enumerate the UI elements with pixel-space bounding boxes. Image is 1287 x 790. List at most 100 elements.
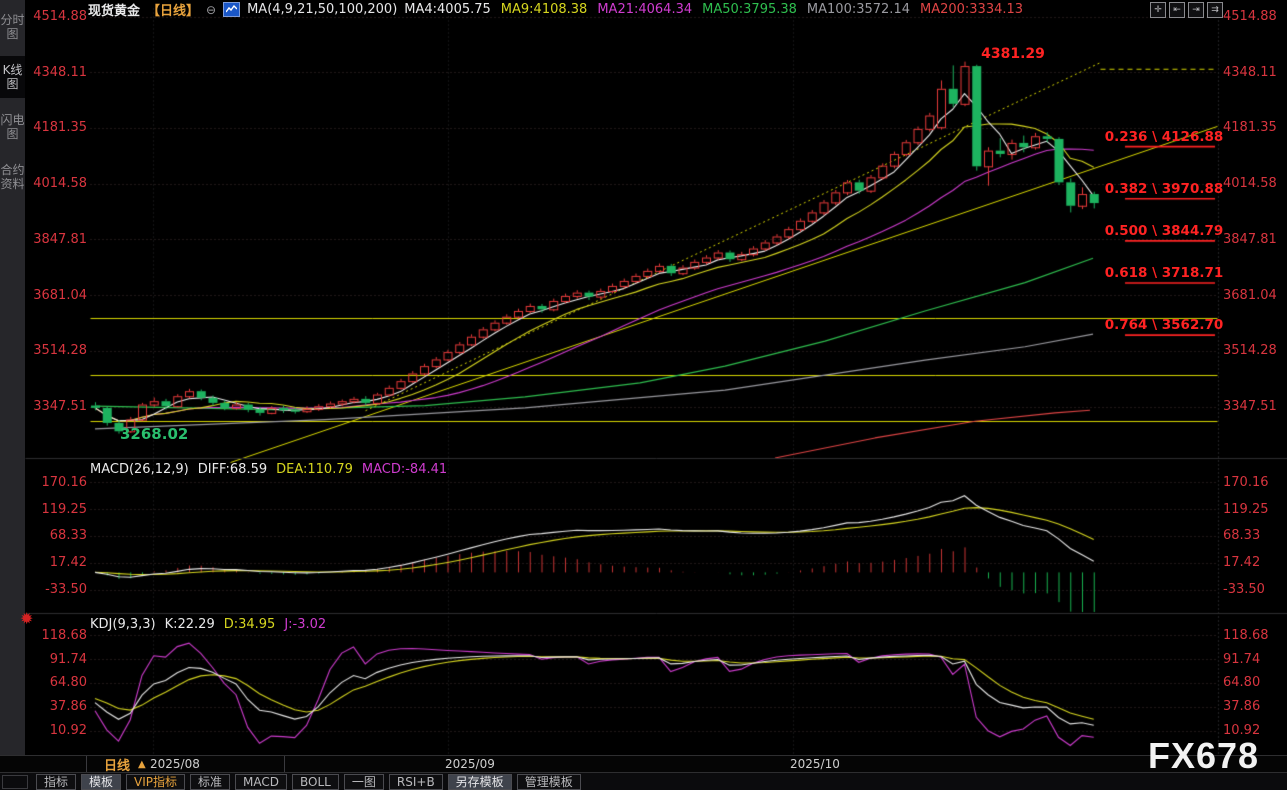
timeline-left-cell xyxy=(0,756,87,772)
main-axis-left-0: 4514.88 xyxy=(33,9,87,24)
tab-3[interactable]: VIP指标 xyxy=(126,773,186,790)
macd-axis-left-2: 68.33 xyxy=(49,528,87,544)
macd-axis-right-1: 119.25 xyxy=(1223,501,1269,517)
price-chart-canvas[interactable] xyxy=(25,0,1287,755)
macd-value-3: MACD:-84.41 xyxy=(361,462,448,477)
macd-value-1: DIFF:68.59 xyxy=(197,462,268,477)
ma-value-3: MA21:4064.34 xyxy=(597,2,693,17)
main-axis-right-7: 3347.51 xyxy=(1223,399,1277,415)
ma-values: MA4:4005.75 MA9:4108.38 MA21:4064.34 MA50:3… xyxy=(404,2,1023,17)
macd-axis-right-3: 17.42 xyxy=(1223,555,1261,571)
main-axis-left-3: 4014.58 xyxy=(33,176,87,192)
period-tag: 【日线】 xyxy=(147,4,200,19)
macd-value-2: DEA:110.79 xyxy=(276,462,353,477)
tab-9[interactable]: 另存模板 xyxy=(447,773,512,790)
date-label-1: 2025/08 xyxy=(150,757,200,771)
kdj-axis-left-0: 118.68 xyxy=(41,627,88,643)
main-axis-left-4: 3847.81 xyxy=(33,231,87,247)
macd-header: MACD(26,12,9) DIFF:68.59 DEA:110.79 MACD:-… xyxy=(90,462,447,477)
macd-axis-left-3: 17.42 xyxy=(49,555,87,571)
tab-8[interactable]: RSI+B xyxy=(388,773,443,790)
main-axis-left-2: 4181.35 xyxy=(33,120,87,136)
axis-bottom-icon[interactable]: ⇥ xyxy=(1188,2,1204,18)
kdj-axis-right-1: 91.74 xyxy=(1223,651,1261,667)
fib-level-1: 0.236 \ 4126.88 xyxy=(1104,128,1224,145)
chart-type-sidebar: 分时图 K线图闪电图合约资料 xyxy=(0,0,25,755)
watermark-logo: FX678 xyxy=(1148,735,1260,776)
tab-5[interactable]: MACD xyxy=(235,773,288,790)
kdj-value-2: D:34.95 xyxy=(223,617,276,632)
tab-1[interactable]: 指标 xyxy=(36,773,77,790)
sidebar-item-1[interactable]: 分时图 xyxy=(0,13,25,41)
collapse-icon[interactable]: ⊖ xyxy=(206,2,217,17)
main-axis-right-3: 4014.58 xyxy=(1223,176,1277,192)
macd-title: MACD(26,12,9) xyxy=(90,462,189,477)
fib-level-5: 0.764 \ 3562.70 xyxy=(1104,317,1224,334)
ma-value-4: MA50:3795.38 xyxy=(702,2,797,17)
ma-value-5: MA100:3572.14 xyxy=(806,2,910,17)
main-axis-left-5: 3681.04 xyxy=(33,287,87,303)
macd-axis-right-2: 68.33 xyxy=(1223,528,1261,544)
macd-axis-left-4: -33.50 xyxy=(45,582,87,597)
main-axis-left-7: 3347.51 xyxy=(33,399,87,415)
macd-values: DIFF:68.59 DEA:110.79 MACD:-84.41 xyxy=(198,462,447,477)
alert-icon[interactable]: ✹ xyxy=(20,609,34,628)
kdj-header: KDJ(9,3,3) K:22.29 D:34.95 J:-3.02 xyxy=(90,617,326,632)
ma-value-2: MA9:4108.38 xyxy=(500,2,588,17)
fib-level-4: 0.618 \ 3718.71 xyxy=(1104,265,1224,282)
kdj-axis-left-3: 37.86 xyxy=(49,699,87,715)
low-price-annotation: 3268.02 xyxy=(120,425,189,443)
triangle-up-icon: ▲ xyxy=(138,758,146,770)
axis-left-icon[interactable]: ⇤ xyxy=(1169,2,1185,18)
timeline-bar: 日线 ▲ 2025/08 2025/09 2025/10 xyxy=(0,755,1287,774)
indicator-tab-bar: 指标 模板 VIP指标 标准 MACD BOLL 一图 RSI+B 另存模板 管理模板 xyxy=(0,772,1287,790)
macd-axis-left-0: 170.16 xyxy=(41,474,88,490)
axis-right-icon[interactable]: ⇉ xyxy=(1207,2,1223,18)
kdj-axis-right-3: 37.86 xyxy=(1223,699,1261,715)
tab-10[interactable]: 管理模板 xyxy=(516,773,581,790)
high-price-annotation: 4381.29 xyxy=(981,46,1045,62)
kdj-axis-left-1: 91.74 xyxy=(49,651,87,667)
ma-value-6: MA200:3334.13 xyxy=(919,2,1024,17)
kdj-axis-left-4: 10.92 xyxy=(49,723,87,738)
main-axis-right-1: 4348.11 xyxy=(1223,64,1277,80)
date-label-2: 2025/09 xyxy=(445,757,495,771)
main-axis-right-5: 3681.04 xyxy=(1223,287,1277,303)
kdj-values: K:22.29 D:34.95 J:-3.02 xyxy=(165,617,327,632)
indicator-chart-icon[interactable] xyxy=(223,2,241,17)
date-label-3: 2025/10 xyxy=(790,757,840,771)
kdj-value-1: K:22.29 xyxy=(164,617,215,632)
kdj-axis-right-2: 64.80 xyxy=(1223,675,1261,691)
tab-6[interactable]: BOLL xyxy=(292,773,339,790)
kdj-axis-right-0: 118.68 xyxy=(1223,627,1269,643)
ma-settings-label: MA(4,9,21,50,100,200) xyxy=(247,2,398,17)
main-axis-right-4: 3847.81 xyxy=(1223,231,1277,247)
tab-corner-box xyxy=(2,774,28,789)
ma-value-1: MA4:4005.75 xyxy=(404,2,491,17)
fib-level-3: 0.500 \ 3844.79 xyxy=(1104,222,1224,239)
tab-4[interactable]: 标准 xyxy=(190,773,231,790)
tab-7[interactable]: 一图 xyxy=(343,773,384,790)
symbol-title: 现货黄金 xyxy=(88,4,141,19)
kdj-axis-right-4: 10.92 xyxy=(1223,723,1261,738)
period-selector[interactable]: 日线 ▲ xyxy=(86,756,285,774)
sidebar-item-4[interactable]: 合约资料 xyxy=(0,163,25,191)
macd-axis-right-0: 170.16 xyxy=(1223,474,1269,490)
kdj-value-3: J:-3.02 xyxy=(284,617,327,632)
pan-icon[interactable]: ✛ xyxy=(1150,2,1166,18)
sidebar-item-3[interactable]: 闪电图 xyxy=(0,113,25,141)
macd-axis-left-1: 119.25 xyxy=(41,501,88,517)
main-axis-left-6: 3514.28 xyxy=(33,343,87,359)
sidebar-item-2[interactable]: K线图 xyxy=(0,56,25,98)
main-axis-left-1: 4348.11 xyxy=(33,64,87,80)
main-axis-right-0: 4514.88 xyxy=(1223,9,1277,24)
chart-toolbar: ✛ ⇤ ⇥ ⇉ xyxy=(1150,2,1223,18)
macd-axis-right-4: -33.50 xyxy=(1223,582,1265,597)
kdj-title: KDJ(9,3,3) xyxy=(90,617,156,632)
chart-area: 现货黄金 【日线】 ⊖ MA(4,9,21,50,100,200) MA4:40… xyxy=(20,0,1287,755)
fib-level-2: 0.382 \ 3970.88 xyxy=(1104,180,1224,197)
period-label: 日线 xyxy=(104,758,131,774)
kdj-axis-left-2: 64.80 xyxy=(49,675,87,691)
tab-2[interactable]: 模板 xyxy=(81,773,122,790)
